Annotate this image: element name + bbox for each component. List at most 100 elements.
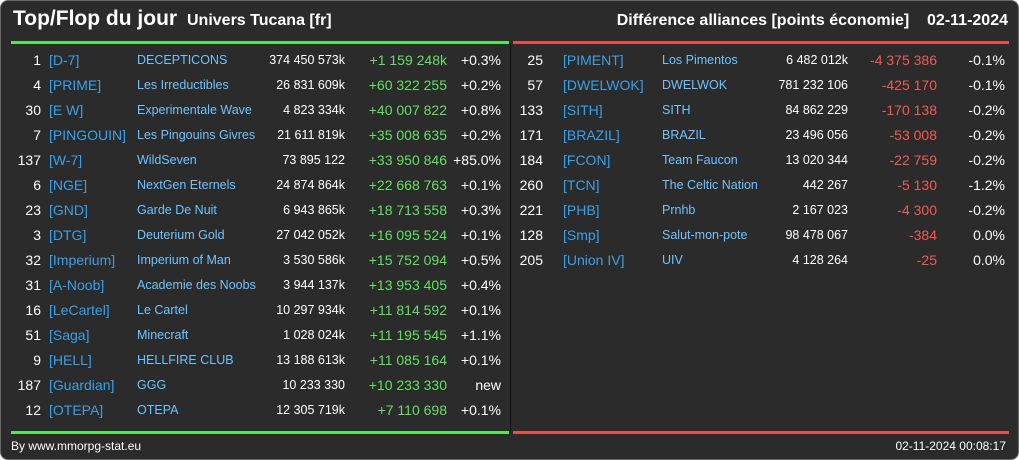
- alliance-tag: [PIMENT]: [563, 52, 624, 68]
- list-item: 187 [Guardian] GGG 10 233 330 +10 233 330 new: [11, 373, 509, 398]
- alliance-tag: [D-7]: [49, 52, 80, 68]
- list-item: 12 [OTEPA] OTEPA 12 305 719k +7 110 698 +0.1%: [11, 398, 509, 423]
- percent-change: +0.1%: [460, 302, 501, 318]
- alliance-points: 374 450 573k: [269, 53, 345, 67]
- alliance-name: NextGen Eternels: [137, 178, 236, 192]
- alliance-rank: 171: [519, 127, 543, 143]
- alliance-tag: [Union IV]: [563, 252, 625, 268]
- percent-change: +0.1%: [460, 352, 501, 368]
- alliance-rank: 6: [33, 177, 41, 193]
- alliance-points: 442 267: [802, 178, 848, 192]
- alliance-points: 23 496 056: [785, 128, 848, 142]
- column-divider: [510, 43, 511, 433]
- points-difference: +35 008 635: [368, 127, 447, 143]
- percent-change: -0.1%: [968, 77, 1005, 93]
- list-item: 171 [BRAZIL] BRAZIL 23 496 056 -53 008 -0.2%: [513, 123, 1009, 148]
- points-difference: -22 759: [889, 152, 937, 168]
- universe-subtitle: Univers Tucana [fr]: [187, 12, 332, 29]
- percent-change: +85.0%: [453, 152, 501, 168]
- alliance-rank: 187: [17, 377, 41, 393]
- percent-change: +0.4%: [460, 277, 501, 293]
- alliance-points: 4 128 264: [792, 253, 848, 267]
- header: Top/Flop du jour Univers Tucana [fr] Dif…: [1, 1, 1018, 41]
- generated-timestamp: 02-11-2024 00:08:17: [895, 439, 1006, 453]
- points-difference: +11 814 592: [369, 302, 447, 318]
- alliance-rank: 1: [33, 52, 41, 68]
- alliance-rank: 3: [33, 227, 41, 243]
- alliance-name: Garde De Nuit: [137, 203, 217, 217]
- alliance-tag: [LeCartel]: [49, 302, 110, 318]
- points-difference: -5 130: [897, 177, 937, 193]
- alliance-points: 26 831 609k: [276, 78, 345, 92]
- percent-change: +0.2%: [460, 127, 501, 143]
- percent-change: -0.2%: [968, 127, 1005, 143]
- percent-change: -0.2%: [968, 152, 1005, 168]
- alliance-points: 4 823 334k: [283, 103, 345, 117]
- points-difference: +13 953 405: [368, 277, 447, 293]
- alliance-name: Les Irreductibles: [137, 78, 229, 92]
- list-item: 133 [SITH] SITH 84 862 229 -170 138 -0.2%: [513, 98, 1009, 123]
- alliance-name: Academie des Noobs: [137, 278, 256, 292]
- percent-change: +0.3%: [460, 202, 501, 218]
- alliance-name: WildSeven: [137, 153, 197, 167]
- percent-change: 0.0%: [973, 252, 1005, 268]
- alliance-points: 13 020 344: [785, 153, 848, 167]
- alliance-rank: 205: [519, 252, 543, 268]
- alliance-rank: 221: [519, 202, 543, 218]
- alliance-points: 27 042 052k: [276, 228, 345, 242]
- points-difference: -25: [916, 252, 937, 268]
- points-difference: -4 375 386: [870, 52, 937, 68]
- list-item: 51 [Saga] Minecraft 1 028 024k +11 195 545 +1…: [11, 323, 509, 348]
- flop-bottom-bar: [513, 431, 1009, 434]
- alliance-rank: 12: [25, 402, 41, 418]
- alliance-points: 24 874 864k: [276, 178, 345, 192]
- alliance-rank: 57: [527, 77, 543, 93]
- alliance-points: 84 862 229: [785, 103, 848, 117]
- alliance-points: 98 478 067: [785, 228, 848, 242]
- percent-change: +0.2%: [460, 77, 501, 93]
- alliance-rank: 9: [33, 352, 41, 368]
- percent-change: -1.2%: [968, 177, 1005, 193]
- alliance-name: Deuterium Gold: [137, 228, 225, 242]
- alliance-name: SITH: [662, 103, 691, 117]
- alliance-points: 10 233 330: [282, 378, 345, 392]
- list-item: 23 [GND] Garde De Nuit 6 943 865k +18 713 55…: [11, 198, 509, 223]
- points-difference: +11 085 164: [369, 352, 447, 368]
- alliance-tag: [DWELWOK]: [563, 77, 644, 93]
- list-item: 30 [E W] Experimentale Wave 4 823 334k +40 0…: [11, 98, 509, 123]
- list-item: 221 [PHB] Prnhb 2 167 023 -4 300 -0.2%: [513, 198, 1009, 223]
- list-item: 7 [PINGOUIN] Les Pingouins Givres 21 611 81…: [11, 123, 509, 148]
- list-item: 16 [LeCartel] Le Cartel 10 297 934k +11 814 …: [11, 298, 509, 323]
- alliance-tag: [Saga]: [49, 327, 90, 343]
- percent-change: new: [475, 377, 501, 393]
- alliance-points: 1 028 024k: [283, 328, 345, 342]
- alliance-tag: [TCN]: [563, 177, 600, 193]
- alliance-tag: [GND]: [49, 202, 88, 218]
- alliance-tag: [A-Noob]: [49, 277, 105, 293]
- alliance-rank: 260: [519, 177, 543, 193]
- points-difference: -425 170: [881, 77, 937, 93]
- alliance-tag: [BRAZIL]: [563, 127, 620, 143]
- alliance-rank: 16: [25, 302, 41, 318]
- alliance-points: 3 944 137k: [283, 278, 345, 292]
- alliance-points: 21 611 819k: [277, 128, 345, 142]
- alliance-tag: [PRIME]: [49, 77, 102, 93]
- list-item: 31 [A-Noob] Academie des Noobs 3 944 137k +1…: [11, 273, 509, 298]
- alliance-name: Minecraft: [137, 328, 189, 342]
- percent-change: +0.1%: [460, 402, 501, 418]
- points-difference: +7 110 698: [377, 402, 447, 418]
- percent-change: +1.1%: [460, 327, 501, 343]
- list-item: 205 [Union IV] UIV 4 128 264 -25 0.0%: [513, 248, 1009, 273]
- list-item: 3 [DTG] Deuterium Gold 27 042 052k +16 095 5…: [11, 223, 509, 248]
- alliance-name: Le Cartel: [137, 303, 188, 317]
- report-date: 02-11-2024: [927, 12, 1008, 29]
- alliance-name: OTEPA: [137, 403, 179, 417]
- points-difference: -4 300: [897, 202, 937, 218]
- percent-change: 0.0%: [973, 227, 1005, 243]
- top-bottom-bar: [11, 431, 509, 434]
- report-title: Différence alliances [points économie] 0…: [617, 12, 1008, 30]
- points-difference: -53 008: [889, 127, 937, 143]
- list-item: 57 [DWELWOK] DWELWOK 781 232 106 -425 170 -0.…: [513, 73, 1009, 98]
- list-item: 9 [HELL] HELLFIRE CLUB 13 188 613k +11 085 1…: [11, 348, 509, 373]
